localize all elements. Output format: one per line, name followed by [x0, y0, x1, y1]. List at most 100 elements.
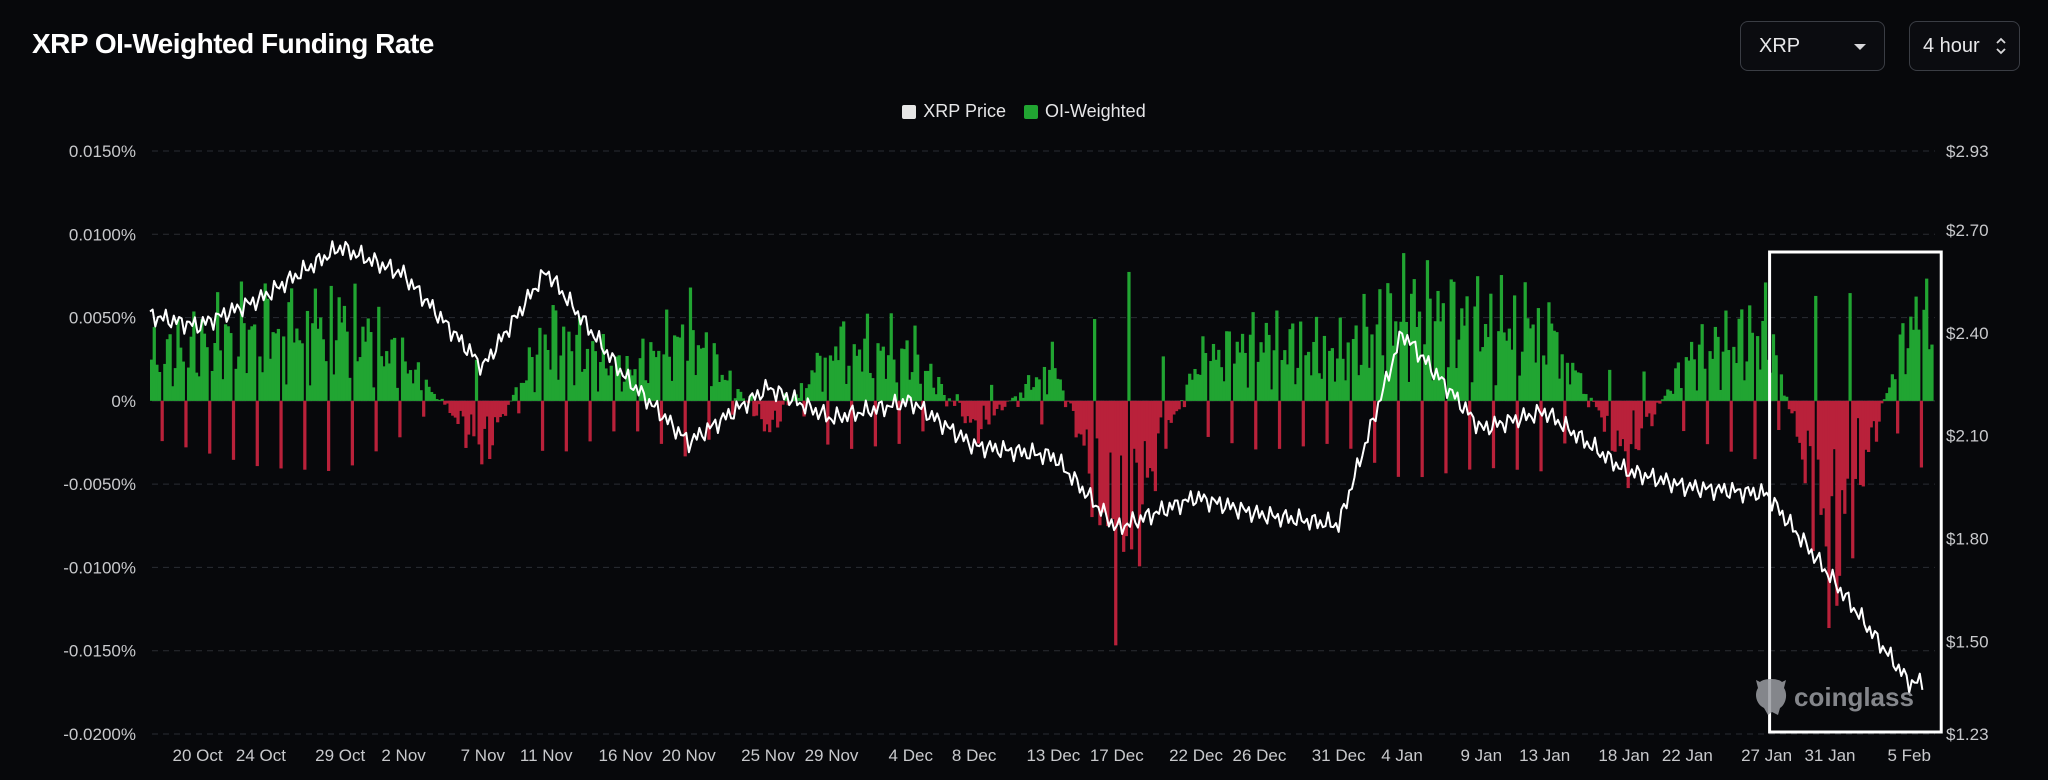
funding-bar	[709, 386, 714, 401]
funding-bar	[1256, 361, 1261, 401]
funding-bar	[577, 317, 582, 401]
x-tick-label: 29 Nov	[805, 746, 859, 765]
funding-bar	[1415, 326, 1419, 401]
funding-bar	[799, 383, 804, 401]
funding-bar	[1145, 400, 1150, 478]
funding-bar	[208, 400, 212, 454]
x-tick-label: 2 Nov	[381, 746, 426, 765]
x-tick-label: 24 Oct	[236, 746, 286, 765]
funding-bar	[929, 363, 933, 401]
funding-bar	[1336, 358, 1340, 401]
funding-bar	[393, 337, 397, 401]
funding-bar	[1734, 363, 1739, 401]
funding-bar	[1174, 400, 1179, 412]
funding-bar	[1737, 318, 1741, 401]
funding-bar	[1351, 338, 1356, 401]
funding-bar	[960, 400, 965, 417]
funding-bar	[1000, 400, 1004, 411]
funding-bar	[773, 400, 777, 411]
funding-bar	[815, 352, 819, 401]
funding-bar	[1314, 316, 1319, 401]
funding-bar	[966, 400, 970, 417]
funding-bar	[625, 355, 629, 401]
funding-bar	[1021, 397, 1025, 401]
funding-bar	[1571, 362, 1575, 401]
funding-bar	[818, 355, 822, 401]
funding-bar	[1602, 400, 1607, 432]
funding-bar	[480, 400, 484, 465]
funding-bar	[1248, 334, 1253, 401]
funding-bar	[1346, 342, 1350, 401]
funding-bar	[886, 355, 891, 401]
x-tick-label: 7 Nov	[461, 746, 506, 765]
funding-bar	[1470, 382, 1474, 401]
funding-bar	[1526, 318, 1530, 401]
funding-bar	[1827, 400, 1831, 629]
funding-bar	[443, 400, 447, 405]
funding-bar	[1444, 400, 1448, 474]
funding-bar	[744, 400, 748, 402]
funding-bar	[1233, 363, 1237, 401]
funding-bar	[770, 400, 774, 420]
funding-bar	[1156, 400, 1160, 434]
right-y-tick-label: $2.10	[1946, 427, 1989, 446]
funding-bar	[398, 400, 402, 438]
funding-bar	[453, 400, 458, 418]
funding-bar	[1491, 400, 1496, 469]
funding-bar	[1573, 370, 1577, 401]
funding-bar	[1373, 400, 1377, 463]
funding-bar	[953, 400, 957, 406]
funding-bar	[311, 323, 315, 401]
funding-bar	[503, 400, 508, 416]
funding-bar	[1264, 322, 1268, 401]
funding-bar	[197, 376, 201, 401]
funding-bar	[1542, 355, 1546, 401]
funding-bar	[469, 400, 473, 415]
funding-bar	[1108, 400, 1113, 453]
funding-bar	[297, 340, 302, 401]
funding-bar	[572, 385, 576, 401]
interval-select[interactable]: 4 hour	[1909, 21, 2020, 71]
funding-bar	[340, 322, 344, 401]
funding-bar	[1159, 400, 1163, 418]
page-title: XRP OI-Weighted Funding Rate	[32, 28, 434, 59]
funding-bar	[1056, 378, 1060, 401]
x-tick-label: 13 Jan	[1519, 746, 1570, 765]
funding-bar	[382, 366, 386, 401]
funding-bar	[908, 379, 912, 401]
funding-bar	[1523, 282, 1527, 401]
funding-bar	[913, 325, 917, 401]
funding-bar	[1198, 374, 1202, 401]
funding-bar	[1660, 399, 1665, 401]
funding-bar	[482, 400, 487, 429]
funding-bar	[353, 283, 357, 401]
funding-bar	[274, 333, 278, 401]
funding-bar	[429, 392, 434, 401]
funding-bar	[1439, 321, 1443, 401]
left-y-tick-label: -0.0150%	[63, 642, 136, 661]
legend-item-oi-weighted[interactable]: OI-Weighted	[1023, 101, 1146, 122]
funding-bar	[548, 369, 553, 401]
funding-bar	[1164, 400, 1168, 449]
legend-item-price[interactable]: XRP Price	[902, 101, 1006, 122]
funding-bar	[477, 400, 481, 445]
funding-bar	[163, 363, 167, 401]
funding-bar	[1829, 400, 1834, 497]
funding-bar	[1246, 387, 1250, 401]
funding-bar	[1285, 364, 1290, 401]
funding-bar	[1877, 400, 1881, 422]
funding-bar	[1304, 355, 1308, 401]
funding-bar	[1172, 400, 1176, 415]
funding-bar	[1151, 400, 1155, 472]
funding-bar	[1452, 281, 1456, 401]
x-tick-label: 29 Oct	[315, 746, 365, 765]
funding-bar	[414, 369, 418, 401]
funding-bar	[620, 391, 624, 401]
funding-bar	[350, 400, 354, 466]
funding-bar	[641, 338, 645, 401]
funding-bar	[1748, 305, 1752, 401]
funding-bar	[881, 346, 885, 401]
funding-bar	[1262, 352, 1266, 401]
asset-select[interactable]: XRP	[1740, 21, 1885, 71]
